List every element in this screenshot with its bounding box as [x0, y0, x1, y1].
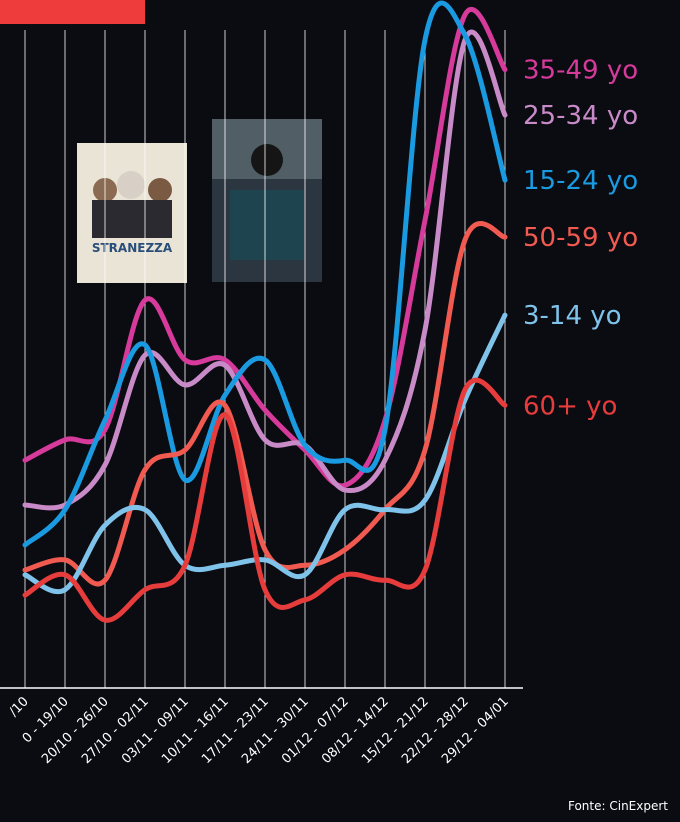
poster-1: STRANEZZA — [77, 143, 187, 283]
source: Fonte: CinExpert — [568, 799, 668, 813]
line — [22, 0, 508, 548]
x-tick-label: /10 — [6, 694, 31, 719]
legend-label: 15-24 yo — [523, 166, 638, 196]
title-bar — [0, 0, 145, 24]
legend-label: 3-14 yo — [523, 301, 622, 331]
legend-label: 35-49 yo — [523, 56, 638, 86]
legend-label: 50-59 yo — [523, 223, 638, 253]
line — [22, 29, 508, 511]
poster-2 — [212, 119, 322, 282]
poster-title: STRANEZZA — [92, 241, 173, 255]
line — [22, 221, 508, 587]
legend-label: 60+ yo — [523, 391, 617, 421]
line — [22, 312, 508, 595]
line — [22, 377, 508, 623]
legend-label: 25-34 yo — [523, 101, 638, 131]
